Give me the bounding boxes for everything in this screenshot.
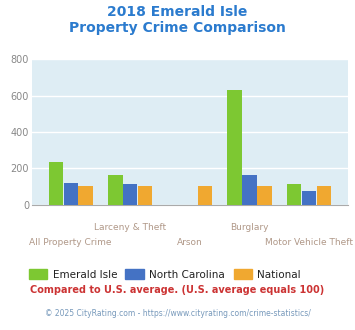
Bar [228,90,242,205]
Bar [257,186,272,205]
Text: Compared to U.S. average. (U.S. average equals 100): Compared to U.S. average. (U.S. average … [31,285,324,295]
Text: 2018 Emerald Isle: 2018 Emerald Isle [107,5,248,19]
Text: © 2025 CityRating.com - https://www.cityrating.com/crime-statistics/: © 2025 CityRating.com - https://www.city… [45,309,310,317]
Bar [287,184,301,205]
Bar [108,175,122,205]
Text: Larceny & Theft: Larceny & Theft [94,223,166,232]
Bar [64,183,78,205]
Bar [317,186,331,205]
Bar [302,191,316,205]
Bar [198,186,212,205]
Bar [242,175,257,205]
Text: Property Crime Comparison: Property Crime Comparison [69,21,286,35]
Legend: Emerald Isle, North Carolina, National: Emerald Isle, North Carolina, National [24,265,305,284]
Text: Arson: Arson [177,238,203,247]
Bar [138,186,152,205]
Bar [78,186,93,205]
Text: Motor Vehicle Theft: Motor Vehicle Theft [265,238,353,247]
Bar [49,162,63,205]
Bar [123,184,137,205]
Text: All Property Crime: All Property Crime [29,238,112,247]
Text: Burglary: Burglary [230,223,269,232]
